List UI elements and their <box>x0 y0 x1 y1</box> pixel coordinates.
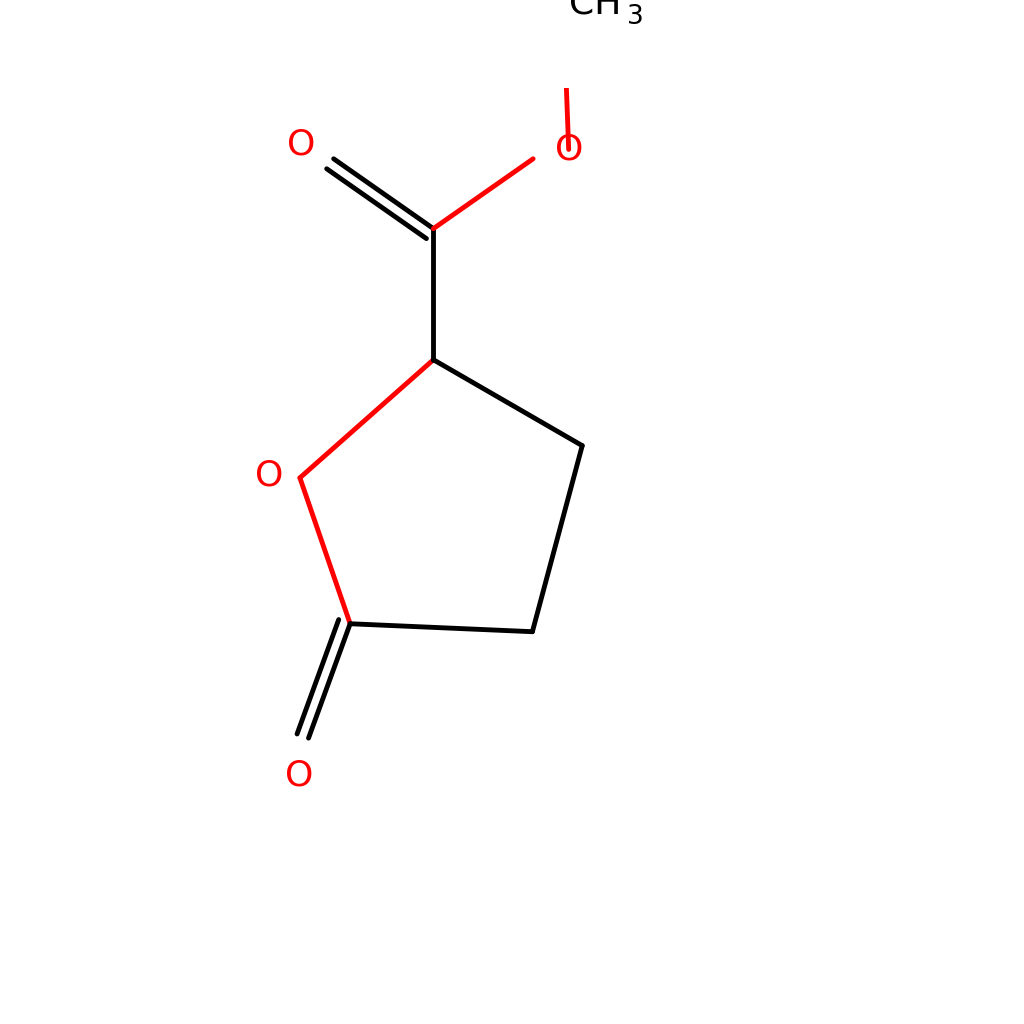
Text: 3: 3 <box>628 4 644 30</box>
Text: O: O <box>285 759 313 793</box>
Text: O: O <box>255 458 284 492</box>
Text: O: O <box>555 132 583 167</box>
Text: CH: CH <box>569 0 622 20</box>
Text: O: O <box>287 128 315 162</box>
